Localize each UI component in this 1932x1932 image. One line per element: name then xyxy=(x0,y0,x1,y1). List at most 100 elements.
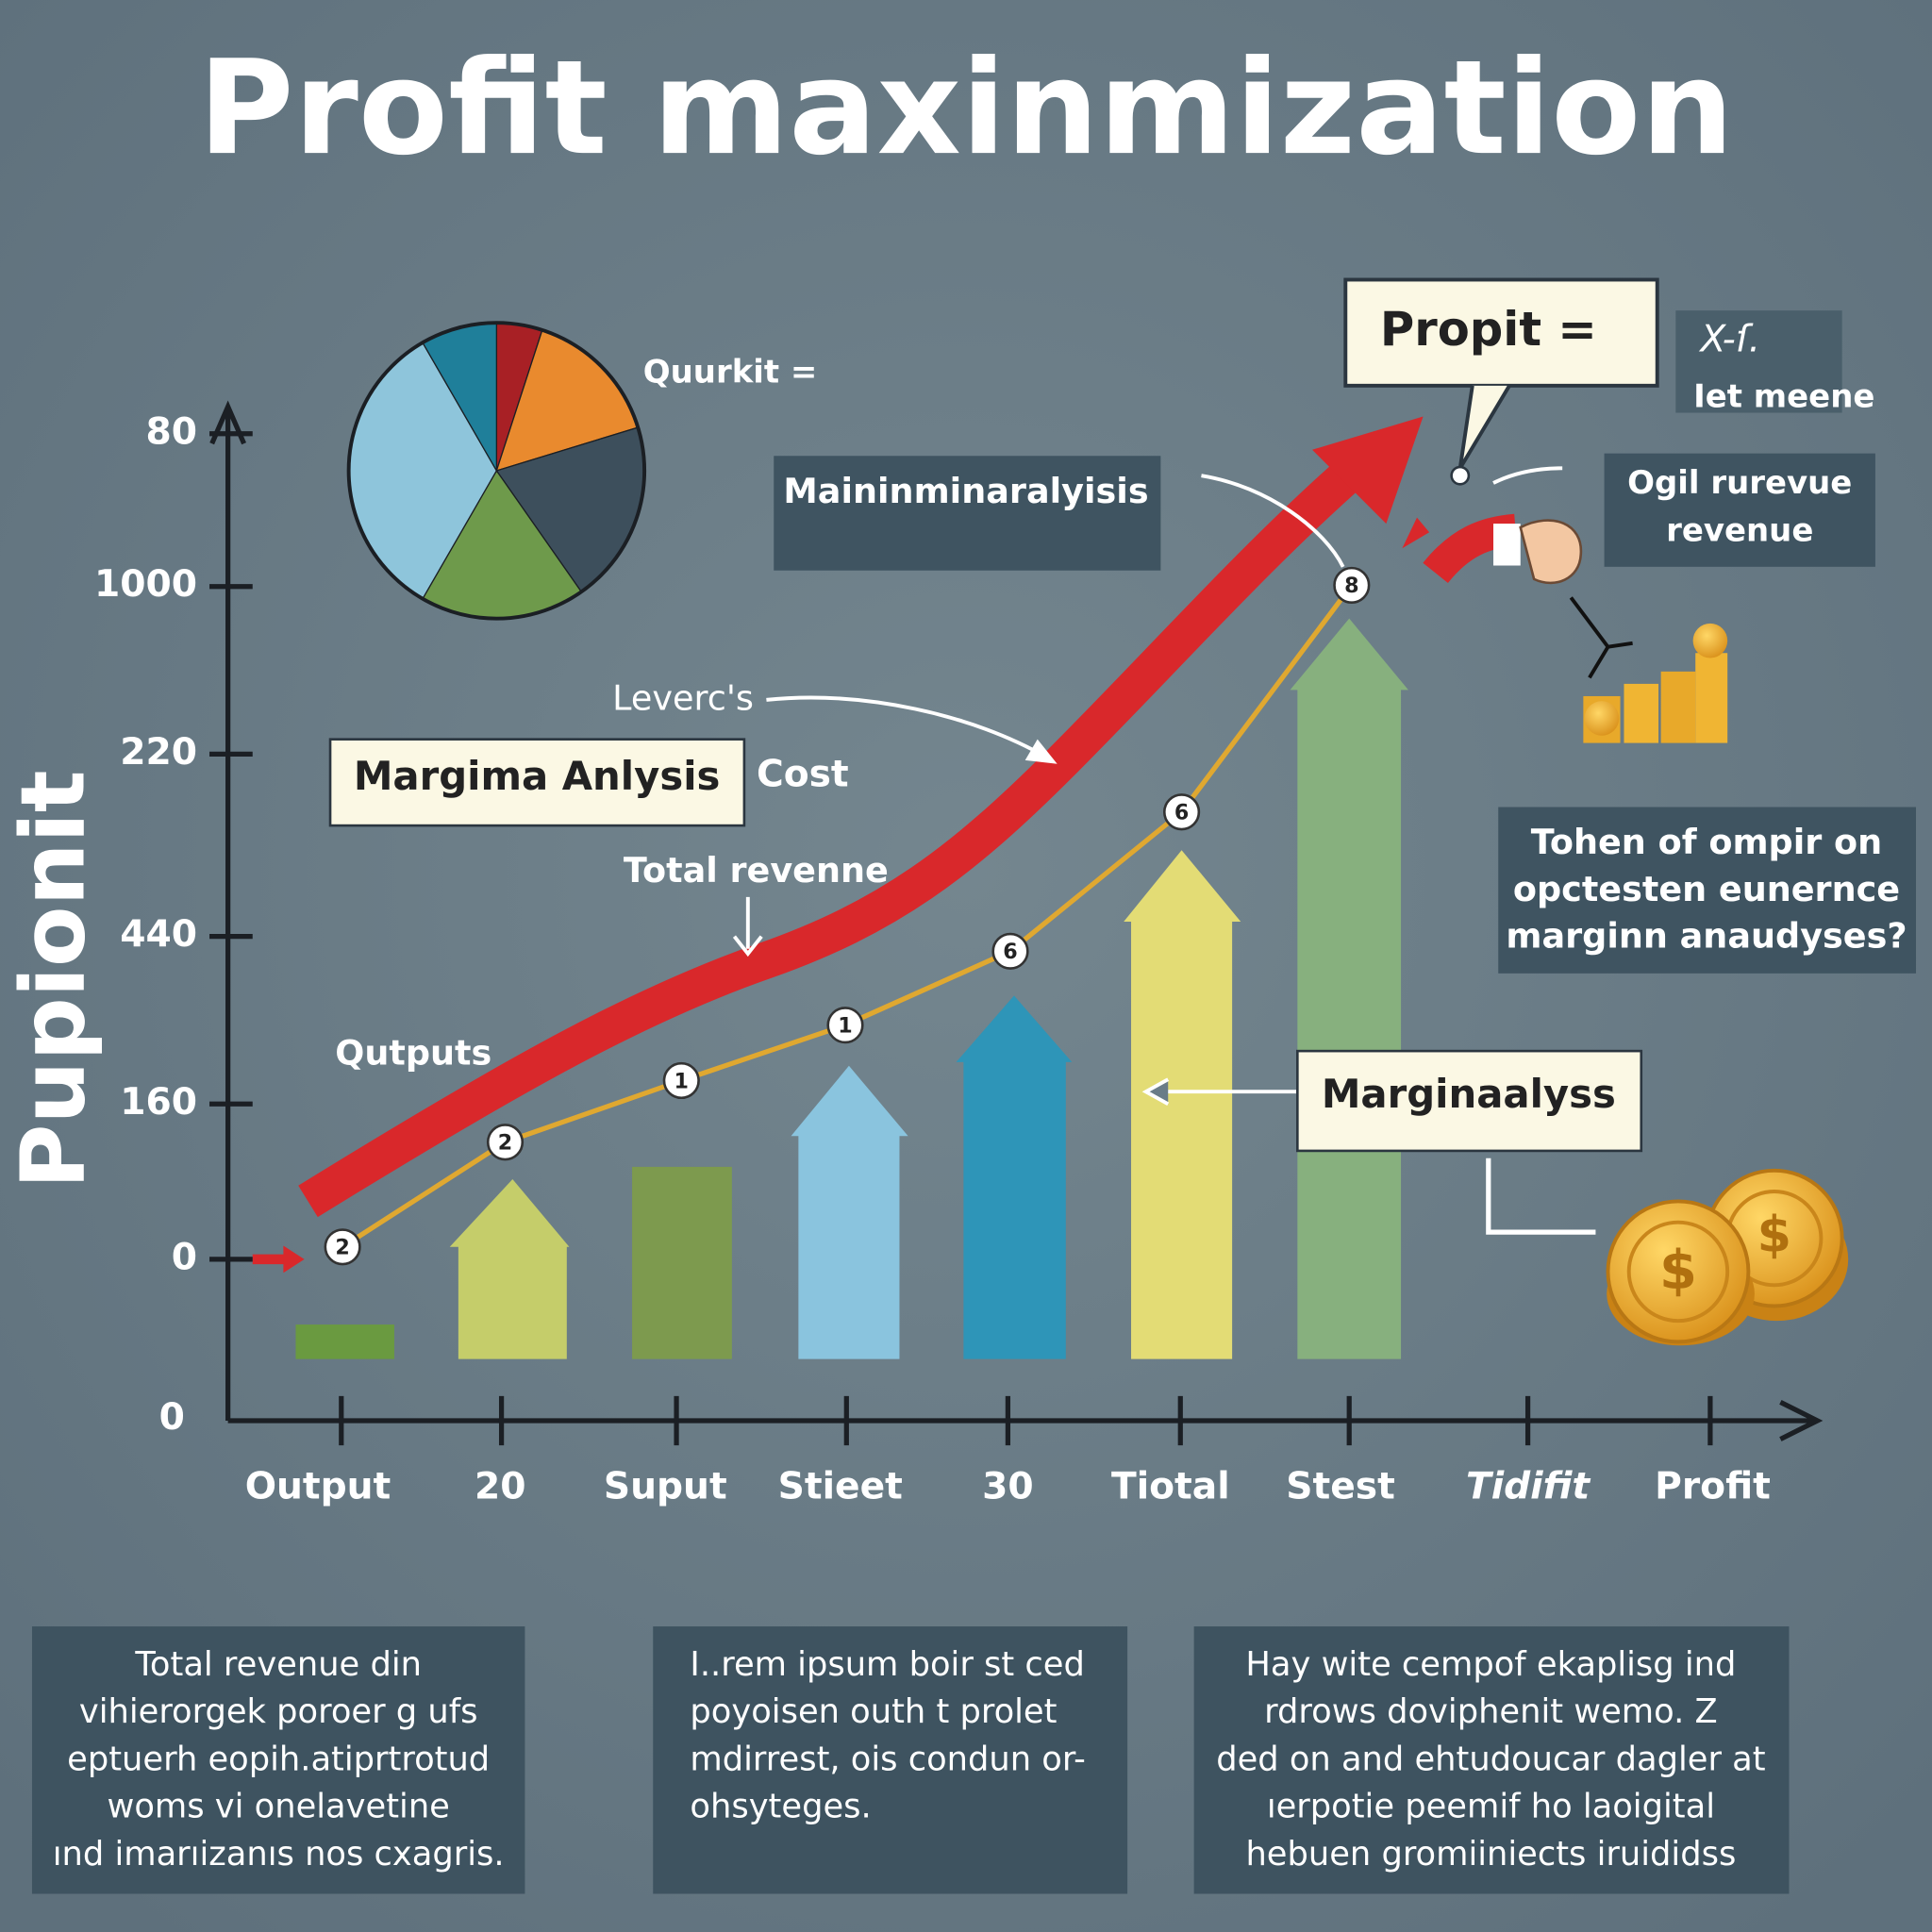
profit-box-text: Propit = xyxy=(1380,302,1597,357)
pie-outline xyxy=(346,321,647,621)
coin xyxy=(1692,623,1728,658)
string xyxy=(1569,596,1633,679)
panel-text: ıerpotie peemif ho laoigital xyxy=(1267,1788,1715,1826)
pointer-head xyxy=(1024,739,1058,764)
bar-arrow xyxy=(1124,850,1241,1359)
coins: $ $ xyxy=(1606,1168,1849,1346)
y-tick-label: 440 xyxy=(120,913,197,956)
x-tick-label: Suput xyxy=(604,1465,727,1507)
info-text: Ogil rurevue xyxy=(1627,464,1852,502)
point-marker xyxy=(991,932,1029,970)
pointer xyxy=(1492,466,1563,485)
label-box-text: Margima Anlysis xyxy=(354,753,721,799)
panel-text: eptuerh eopih.atiprtrotud xyxy=(67,1740,490,1778)
y-tick-label: 160 xyxy=(120,1081,197,1124)
coin-column xyxy=(1660,671,1696,743)
info-text: marginn anaudyses? xyxy=(1506,915,1907,956)
text-panel xyxy=(653,1626,1128,1894)
label-box xyxy=(1296,1049,1643,1153)
point-label: 1 xyxy=(838,1014,852,1039)
panel-text: hebuen gromiiniects iruididss xyxy=(1245,1835,1736,1874)
hand-arrow-head xyxy=(1402,517,1430,549)
coin-stack xyxy=(1583,623,1728,743)
formula: X-ſ. xyxy=(1698,318,1760,360)
panel-text: rdrows doviphenit wemo. Z xyxy=(1264,1692,1717,1731)
bar-arrow xyxy=(956,995,1073,1359)
y-tick-label: 220 xyxy=(120,731,197,774)
point-label: 2 xyxy=(335,1236,349,1260)
y-tick-label: 1000 xyxy=(94,563,197,606)
y-tick-label: 0 xyxy=(159,1396,185,1439)
point-marker xyxy=(1162,793,1201,831)
x-tick-label: Tiotal xyxy=(1111,1465,1230,1507)
trend-arrow xyxy=(298,454,1368,1218)
pie xyxy=(346,321,647,621)
panel-text: ınd imarıizanıs nos cxagris. xyxy=(53,1835,505,1874)
pointer-head xyxy=(732,935,763,958)
outputs-label: Qutputs xyxy=(335,1033,491,1074)
coin-column xyxy=(1695,653,1728,743)
text-panel xyxy=(1193,1626,1790,1894)
pointer-head xyxy=(1141,1077,1170,1106)
bar-arrow xyxy=(449,1178,570,1359)
bar-arrow xyxy=(791,1065,908,1359)
panel-text: vihierorgek poroer g ufs xyxy=(79,1692,478,1731)
pointer xyxy=(1201,474,1345,568)
panel-text: mdirrest, ois condun or- xyxy=(690,1740,1085,1778)
coin xyxy=(1584,701,1620,736)
label-box-text: Marginaalyss xyxy=(1322,1071,1616,1117)
x-tick-label: 20 xyxy=(475,1465,526,1507)
info-box xyxy=(774,456,1161,571)
callout-dot xyxy=(1450,465,1471,486)
point-label: 2 xyxy=(498,1131,512,1156)
formula-box xyxy=(1675,310,1842,413)
info-text: opctesten eunernce xyxy=(1513,869,1900,909)
small-arrow-head xyxy=(283,1245,305,1274)
coin-symbol: $ xyxy=(1659,1239,1697,1302)
point-marker xyxy=(826,1007,864,1044)
panel-text: poyoisen outh t prolet xyxy=(690,1692,1057,1731)
info-box xyxy=(1604,453,1875,567)
coin-column xyxy=(1624,683,1659,743)
point-label: 1 xyxy=(675,1069,689,1093)
bracket xyxy=(1486,1158,1596,1235)
x-tick-label: Stieet xyxy=(778,1465,903,1507)
bar-arrow xyxy=(1290,618,1408,1359)
formula-note: Iet meene xyxy=(1693,377,1874,415)
x-tick-label: Output xyxy=(245,1465,391,1507)
point-marker xyxy=(662,1061,700,1100)
info-box xyxy=(1498,807,1917,974)
pie-label: Quurkit = xyxy=(643,353,818,391)
point-label: 6 xyxy=(1003,940,1017,964)
x-tick-label: Profit xyxy=(1655,1465,1771,1507)
total-revenue-label: Total revenne xyxy=(624,850,889,891)
x-tick-label: 30 xyxy=(982,1465,1034,1507)
levers-label: Leverc's xyxy=(612,677,754,718)
panel-text: I..rem ipsum boir st ced xyxy=(690,1645,1084,1684)
cost-label: Cost xyxy=(757,753,849,795)
x-tick-label: Stest xyxy=(1286,1465,1395,1507)
title: Profit maxinmization xyxy=(198,31,1734,184)
info-text: Tohen of ompir on xyxy=(1531,822,1882,862)
hand xyxy=(1519,519,1583,585)
panel-text: ded on and ehtudoucar dagler at xyxy=(1216,1740,1765,1778)
content: $ $ xyxy=(31,277,1917,1894)
label-box xyxy=(328,738,746,827)
x-axis xyxy=(227,1400,1824,1441)
y-axis-label: Pupionit xyxy=(3,770,106,1189)
point-marker xyxy=(1333,566,1371,604)
x-tick-label: Tidifit xyxy=(1466,1465,1591,1507)
point-marker xyxy=(324,1228,361,1266)
panel-text: ohsyteges. xyxy=(690,1788,871,1826)
point-label: 8 xyxy=(1344,574,1358,598)
text-panel xyxy=(31,1626,525,1894)
panel-text: woms vi onelavetine xyxy=(108,1788,450,1826)
bar xyxy=(632,1166,732,1359)
y-tick-label: 0 xyxy=(172,1236,197,1278)
panel-text: Hay wite cempof ekaplisg ind xyxy=(1245,1645,1736,1684)
point-marker xyxy=(486,1124,525,1161)
pointer xyxy=(766,695,1049,759)
coin-rim xyxy=(1626,1220,1730,1324)
info-text: Maininminaralyisis xyxy=(783,471,1148,511)
